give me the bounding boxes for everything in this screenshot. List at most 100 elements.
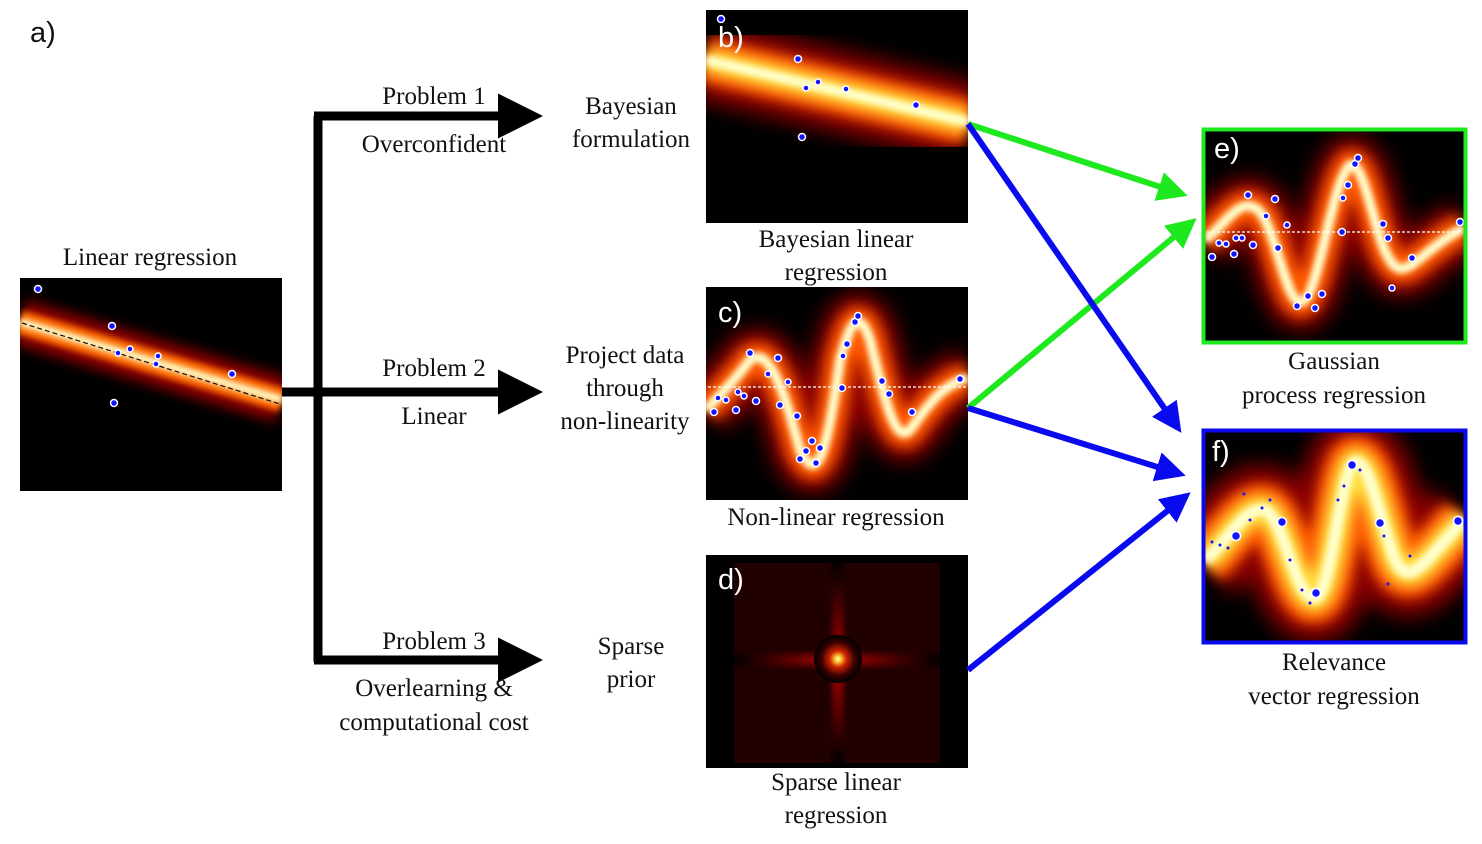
sample-dot bbox=[1300, 588, 1304, 592]
data-point bbox=[709, 407, 719, 417]
problem-3-labels: Problem 3 Overlearning & computational c… bbox=[339, 628, 529, 736]
solution-2-line-2: through bbox=[586, 375, 664, 402]
relevance-vector bbox=[1452, 515, 1464, 527]
linear-regression-fit-line bbox=[21, 322, 281, 405]
sample-dot bbox=[1248, 518, 1252, 522]
data-point bbox=[814, 78, 822, 86]
panel-d-caption-line-1: Sparse linear bbox=[771, 769, 901, 796]
relevance-vector bbox=[1276, 516, 1288, 528]
combination-arrows bbox=[965, 121, 1197, 673]
panel-b-data-points bbox=[716, 14, 921, 142]
data-point bbox=[842, 85, 850, 93]
data-point bbox=[815, 443, 825, 453]
problem-2-name: Problem 2 bbox=[382, 355, 485, 382]
sample-dot bbox=[1408, 554, 1412, 558]
data-point bbox=[1273, 243, 1283, 253]
data-point bbox=[877, 376, 887, 386]
data-point bbox=[1310, 303, 1320, 313]
sample-dot bbox=[1386, 582, 1390, 586]
relevance-vector bbox=[1310, 587, 1322, 599]
data-point bbox=[33, 284, 43, 294]
sample-dot bbox=[1268, 498, 1272, 502]
panel-c-label: c) bbox=[718, 297, 742, 329]
sample-dot bbox=[1382, 534, 1386, 538]
data-point bbox=[1222, 240, 1230, 248]
data-point bbox=[714, 394, 722, 402]
data-point bbox=[734, 388, 742, 396]
sample-dot bbox=[1210, 540, 1214, 544]
problem-1-labels: Problem 1 Overconfident bbox=[362, 83, 506, 158]
data-point bbox=[1248, 240, 1258, 250]
panel-b-caption-line-2: regression bbox=[785, 259, 888, 286]
solution-3-line-2: prior bbox=[607, 666, 656, 693]
data-point bbox=[793, 54, 803, 64]
solution-2-labels: Project data through non-linearity bbox=[560, 342, 690, 435]
sample-dot bbox=[1336, 498, 1340, 502]
relevance-vector-regression-panel: f) Relevance vector regression bbox=[1201, 428, 1468, 710]
data-point bbox=[1292, 301, 1302, 311]
linear-regression-data-points bbox=[33, 284, 237, 408]
sparse-linear-regression-panel: d) Sparse linear regression bbox=[706, 555, 968, 829]
sample-dot bbox=[1226, 546, 1230, 550]
data-point bbox=[1238, 234, 1246, 242]
data-point bbox=[1215, 239, 1223, 247]
panel-f-border bbox=[1201, 428, 1468, 645]
data-point bbox=[1207, 252, 1217, 262]
data-point bbox=[152, 360, 160, 368]
data-point bbox=[837, 383, 847, 393]
data-point bbox=[801, 446, 811, 456]
data-point bbox=[109, 398, 119, 408]
panel-b-caption-line-1: Bayesian linear bbox=[759, 226, 914, 253]
data-point bbox=[784, 378, 792, 386]
data-point bbox=[802, 84, 810, 92]
sample-dot bbox=[1242, 492, 1246, 496]
solution-1-line-1: Bayesian bbox=[585, 93, 677, 120]
data-point bbox=[792, 411, 802, 421]
data-point bbox=[1232, 234, 1240, 242]
solution-2-line-1: Project data bbox=[566, 342, 685, 369]
data-point bbox=[1262, 212, 1270, 220]
data-point bbox=[1337, 227, 1347, 237]
linear-regression-title: Linear regression bbox=[63, 244, 238, 271]
data-point bbox=[853, 311, 863, 321]
data-point bbox=[722, 396, 730, 404]
sample-dot bbox=[1288, 558, 1292, 562]
panel-b-band-core bbox=[706, 55, 968, 127]
panel-d-label: d) bbox=[718, 564, 744, 596]
data-point bbox=[839, 352, 847, 360]
data-point bbox=[751, 396, 761, 406]
solution-3-line-1: Sparse bbox=[598, 633, 665, 660]
panel-e-data-points bbox=[1207, 153, 1464, 313]
data-point bbox=[797, 132, 807, 142]
panel-f-relevance-vectors bbox=[1230, 459, 1464, 599]
panel-a-label: a) bbox=[30, 17, 56, 49]
solution-3-labels: Sparse prior bbox=[598, 633, 665, 693]
data-point bbox=[1353, 153, 1363, 163]
data-point bbox=[1339, 194, 1347, 202]
data-point bbox=[114, 349, 122, 357]
blue-arrow-d-to-f bbox=[966, 492, 1191, 673]
panel-e-border bbox=[1201, 127, 1468, 345]
data-point bbox=[1317, 289, 1327, 299]
blue-arrow-c-to-f bbox=[967, 405, 1186, 482]
problem-3-issue-line-1: Overlearning & bbox=[355, 675, 513, 702]
data-point bbox=[775, 400, 785, 410]
data-point bbox=[1455, 217, 1464, 227]
panel-b-label: b) bbox=[718, 22, 744, 54]
data-point bbox=[1270, 194, 1280, 204]
problem-2-labels: Problem 2 Linear bbox=[382, 355, 485, 430]
sample-dot bbox=[1358, 468, 1362, 472]
data-point bbox=[764, 370, 772, 378]
problem-1-issue: Overconfident bbox=[362, 131, 506, 158]
panel-e-band-core bbox=[1205, 160, 1464, 307]
data-point bbox=[1229, 249, 1239, 259]
sample-dot bbox=[1218, 543, 1222, 547]
data-point bbox=[811, 458, 821, 468]
solution-2-line-3: non-linearity bbox=[560, 408, 690, 435]
data-point bbox=[716, 14, 726, 24]
data-point bbox=[907, 407, 917, 417]
data-point bbox=[955, 374, 965, 384]
data-point bbox=[745, 348, 755, 358]
solution-1-labels: Bayesian formulation bbox=[572, 93, 691, 153]
panel-e-caption-line-2: process regression bbox=[1242, 382, 1426, 409]
